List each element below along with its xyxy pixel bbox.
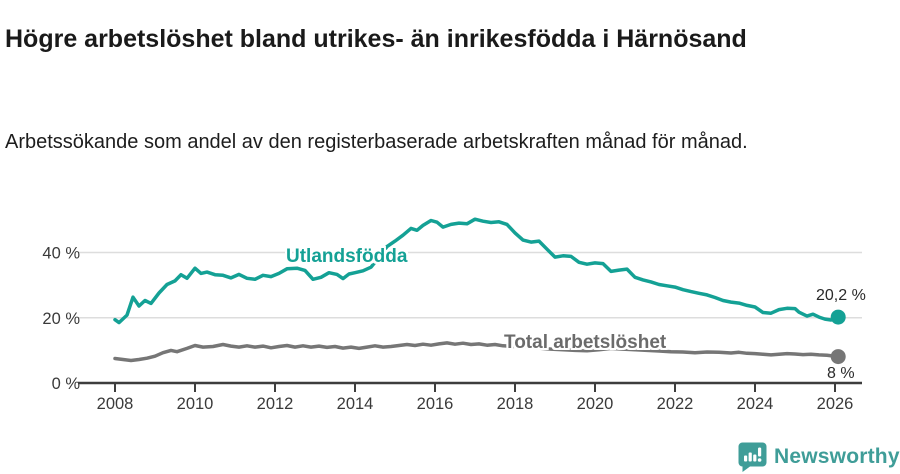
end-value-label-utlandsfodda: 20,2 % [816,287,866,304]
y-tick-label: 0 % [52,375,81,393]
series-label-utlandsfodda: Utlandsfödda [286,246,408,267]
x-tick-label: 2012 [257,395,294,413]
y-tick-label: 40 % [42,245,80,263]
newsworthy-wordmark: Newsworthy [774,445,900,468]
series-line-0 [113,217,840,325]
x-tick-label: 2008 [97,395,134,413]
series-label-total-arbetsloshet: Total arbetslöshet [504,332,667,353]
x-tick-label: 2026 [817,395,854,413]
x-tick-label: 2014 [337,395,374,413]
series-line-1 [113,341,840,363]
page-subtitle: Arbetssökande som andel av den registerb… [5,131,748,153]
page-title: Högre arbetslöshet bland utrikes- än inr… [5,24,747,53]
newsworthy-brand-link[interactable]: Newsworthy [738,442,900,472]
end-value-label-total: 8 % [827,365,855,382]
series-end-dot-1 [830,349,846,365]
x-tick-label: 2022 [657,395,694,413]
x-tick-label: 2020 [577,395,614,413]
x-tick-label: 2016 [417,395,454,413]
y-tick-label: 20 % [42,310,80,328]
x-tick-label: 2018 [497,395,534,413]
x-tick-label: 2024 [737,395,774,413]
x-tick-label: 2010 [177,395,214,413]
series-end-dot-0 [830,309,846,325]
newsworthy-logo-icon [738,442,767,472]
